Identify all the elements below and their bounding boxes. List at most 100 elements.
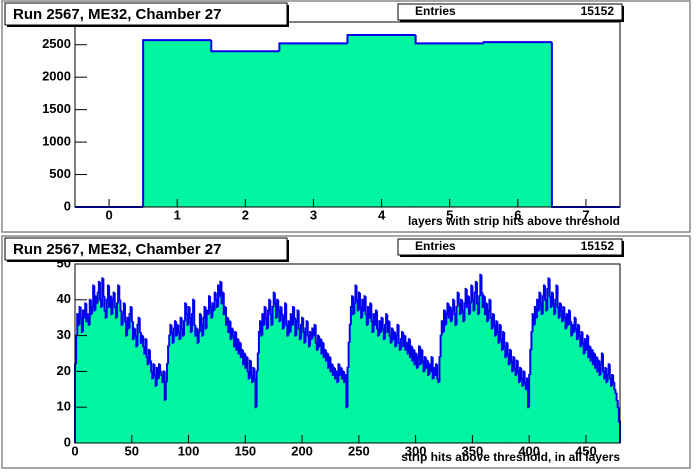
histogram-bar [329, 357, 331, 443]
histogram-bar [95, 296, 97, 443]
histogram-bar [271, 324, 273, 443]
histogram-edge [267, 309, 270, 329]
histogram-bar [441, 321, 444, 443]
histogram-edge [516, 360, 519, 373]
histogram-bar [562, 321, 564, 443]
histogram-bar [99, 299, 102, 443]
histogram-bar [219, 296, 221, 443]
histogram-bar [202, 335, 204, 443]
histogram-edge [297, 310, 300, 330]
histogram-bar [546, 310, 548, 443]
histogram-edge [256, 352, 259, 372]
histogram-bar [414, 364, 416, 443]
histogram-edge [159, 364, 162, 373]
histogram-edge [185, 303, 188, 316]
histogram-bar [617, 407, 620, 443]
histogram-bar [342, 371, 345, 443]
histogram-bar [347, 34, 416, 208]
histogram-bar [352, 296, 354, 443]
histogram-edge [416, 356, 420, 368]
histogram-bar [97, 292, 100, 443]
histogram-bar [186, 314, 188, 443]
histogram-bar [474, 292, 477, 443]
histogram-bar [198, 332, 201, 443]
histogram-bar [80, 317, 83, 443]
histogram-bar [615, 392, 617, 443]
histogram-bar [328, 367, 330, 443]
histogram-bar [231, 328, 234, 443]
histogram-bar [310, 332, 312, 443]
histogram-edge [346, 366, 349, 408]
histogram-bar [173, 328, 176, 443]
histogram-bar [109, 306, 111, 443]
histogram-bar [517, 371, 520, 443]
x-tick-label: 300 [405, 443, 427, 458]
histogram-bar [374, 324, 377, 443]
histogram-bar [429, 364, 431, 443]
histogram-bar [508, 364, 511, 443]
histogram-bar [537, 299, 539, 443]
histogram-bar [354, 303, 356, 443]
histogram-edge [608, 364, 611, 380]
histogram-bar [275, 317, 278, 443]
histogram-bar [459, 314, 462, 443]
histogram-bar [322, 342, 324, 443]
histogram-bar [161, 374, 163, 443]
x-tick-label: 2 [242, 207, 249, 222]
histogram-bar [123, 303, 126, 443]
histogram-edge [148, 349, 152, 362]
histogram-bar [327, 353, 329, 443]
histogram-bar [490, 317, 492, 443]
histogram-edge [523, 371, 526, 384]
histogram-bar [454, 314, 456, 443]
stats-box [397, 238, 623, 256]
histogram-bar [321, 353, 323, 443]
histogram-bar [563, 306, 565, 443]
histogram-bar [590, 360, 592, 443]
histogram-edge [450, 309, 454, 322]
histogram-bar [89, 299, 92, 443]
x-tick-label: 100 [178, 443, 200, 458]
histogram-bar [437, 378, 439, 443]
histogram-bar [362, 299, 364, 443]
histogram-bar [189, 317, 192, 443]
histogram-bar [289, 332, 292, 443]
histogram-bar [210, 306, 212, 443]
histogram-bar [122, 314, 125, 443]
histogram-bar [588, 357, 590, 443]
histogram-bar [81, 332, 84, 443]
x-tick-label: 400 [518, 443, 540, 458]
histogram-bar [379, 321, 381, 443]
histogram-bar [298, 328, 301, 443]
histogram-bar [265, 317, 268, 443]
histogram-bar [340, 367, 343, 443]
histogram-edge [457, 292, 460, 305]
histogram-bar [551, 292, 554, 443]
histogram-bar [241, 349, 244, 443]
histogram-bar [300, 324, 303, 443]
histogram-bar [312, 328, 314, 443]
histogram-bar [545, 299, 547, 443]
histogram-bar [228, 332, 230, 443]
histogram-bar [294, 317, 296, 443]
histogram-edge [530, 331, 533, 350]
histogram-bar [497, 332, 499, 443]
histogram-bar [397, 324, 399, 443]
histogram-bar [372, 332, 374, 443]
histogram-bar [143, 346, 145, 443]
histogram-bar [488, 310, 490, 443]
histogram-bar [287, 335, 289, 443]
histogram-bar [423, 371, 426, 443]
histogram-bar [597, 371, 599, 443]
histogram-bar [358, 292, 361, 443]
histogram-bar [337, 382, 339, 443]
histogram-bar [564, 317, 566, 443]
histogram-bar [335, 378, 337, 443]
histogram-bar [585, 349, 588, 443]
histogram-bar [599, 374, 601, 443]
histogram-bar [130, 306, 133, 443]
histogram-edge [482, 41, 552, 44]
histogram-edge [113, 292, 116, 308]
histogram-edge [172, 327, 175, 343]
histogram-bar [188, 306, 190, 443]
